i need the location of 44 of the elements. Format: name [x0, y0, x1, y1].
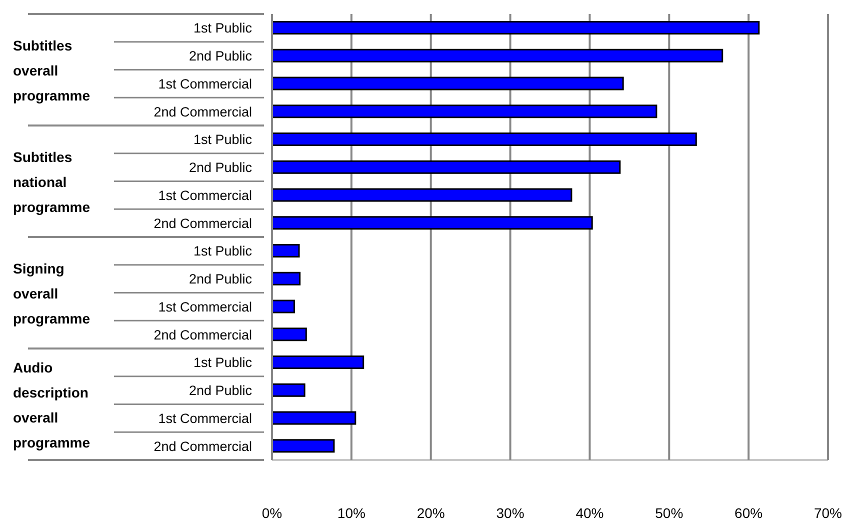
bar [272, 76, 624, 90]
bar [272, 328, 307, 342]
x-tick-label: 70% [814, 505, 842, 521]
x-tick-label: 40% [576, 505, 604, 521]
bar [272, 411, 356, 425]
x-tick-label: 20% [416, 505, 445, 521]
y-tick-label: 2nd Commercial [154, 216, 252, 231]
bar [272, 48, 724, 62]
y-tick-label: 1st Commercial [158, 410, 252, 426]
y-tick-label: 1st Commercial [158, 188, 252, 203]
text: Subtitles national programme [13, 148, 90, 215]
x-tick-label: 60% [734, 505, 763, 521]
y-tick-label: 2nd Public [188, 48, 252, 64]
y-tick-label: 1st Public [193, 244, 252, 259]
y-tick-label: 2nd Public [188, 272, 252, 287]
bar [272, 300, 295, 314]
bar [272, 383, 306, 397]
y-tick-label: 1st Commercial [158, 76, 252, 92]
y-tick-label: 1st Commercial [158, 299, 252, 314]
bar [272, 439, 335, 453]
x-tick-label: 10% [337, 505, 366, 521]
x-tick-label: 50% [655, 505, 684, 521]
text: Audio description overall programme [13, 359, 90, 450]
y-tick-label: 2nd Commercial [154, 438, 252, 454]
bar [272, 356, 364, 370]
bar [272, 160, 621, 174]
x-tick-label: 30% [496, 505, 524, 521]
bar [272, 272, 301, 286]
bar [272, 21, 760, 35]
y-tick-label: 2nd Commercial [154, 327, 252, 342]
text: Signing overall programme [13, 260, 90, 326]
y-tick-label: 2nd Public [188, 383, 252, 398]
y-tick-label: 2nd Commercial [154, 104, 252, 120]
bar [272, 132, 697, 146]
x-tick-label: 0% [262, 505, 282, 521]
y-tick-label: 1st Public [193, 20, 252, 36]
bar [272, 244, 300, 258]
text: Subtitles overall programme [13, 37, 90, 104]
bar [272, 104, 658, 118]
y-tick-label: 1st Public [193, 355, 252, 370]
y-tick-label: 2nd Public [188, 160, 252, 176]
bar [272, 216, 593, 230]
y-tick-label: 1st Public [193, 132, 252, 148]
bar [272, 188, 572, 202]
